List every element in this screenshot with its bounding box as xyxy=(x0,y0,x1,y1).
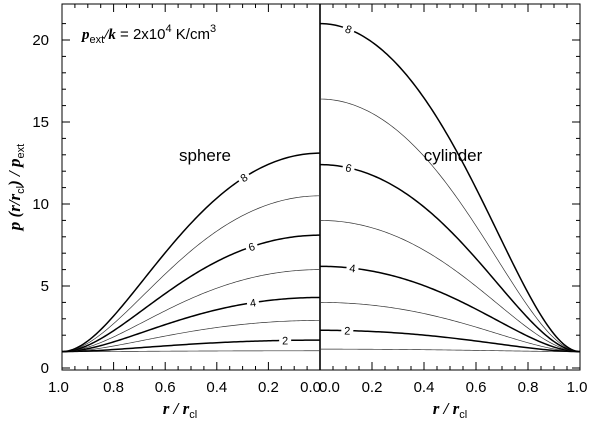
cylinder-curve-2 xyxy=(320,329,581,353)
cylinder-curve-label-bg-4 xyxy=(345,261,360,275)
cylinder-curve-3 xyxy=(320,302,581,352)
x-tick-label-sphere: 0.6 xyxy=(155,379,176,396)
sphere-curve-label-bg-6 xyxy=(243,239,260,255)
cylinder-curve-8 xyxy=(319,22,581,353)
annot-exp: 4 xyxy=(165,23,171,35)
sphere-curve-8 xyxy=(61,152,321,353)
plot-frame xyxy=(61,3,581,371)
cylinder-curve-7 xyxy=(319,98,581,352)
annot-p: p xyxy=(80,27,90,43)
sphere-curve-4 xyxy=(61,296,321,353)
x-tick-label-sphere: 0.2 xyxy=(258,379,279,396)
ylabel-sub-ext: ext xyxy=(15,144,27,159)
cylinder-curve-4 xyxy=(319,265,581,353)
y-tick-label: 20 xyxy=(32,32,49,49)
ylabel-mid: (r/r xyxy=(5,193,24,221)
cylinder-curve-1 xyxy=(320,348,580,352)
sphere-curve-7 xyxy=(61,195,321,352)
x-axis-title-sphere: r / rcl xyxy=(163,399,197,421)
cylinder-curve-label-bg-8 xyxy=(340,21,357,37)
cylinder-curve-label-bg-2 xyxy=(341,324,354,337)
x-tick-label-cylinder: 0.6 xyxy=(466,379,487,396)
cylinder-curve-label-6: 6 xyxy=(344,162,353,175)
cylinder-curve-6 xyxy=(319,163,581,353)
sphere-curve-label-bg-8 xyxy=(235,169,253,186)
xlabel-cylinder-r: r / r xyxy=(433,399,460,418)
x-axis-title-cylinder: r / rcl xyxy=(433,399,467,421)
xlabel-sphere-r: r / r xyxy=(163,399,190,418)
sphere-curve-6 xyxy=(61,234,321,353)
x-tick-label-cylinder: 1.0 xyxy=(567,379,588,396)
sphere-curve-5 xyxy=(61,269,321,352)
sphere-curve-label-4: 4 xyxy=(249,297,257,310)
x-tick-label-cylinder: 0.8 xyxy=(518,379,539,396)
annot-slash-k: /k xyxy=(103,27,116,43)
x-tick-label-cylinder: 0.4 xyxy=(414,379,435,396)
cylinder-curve-5 xyxy=(319,220,581,352)
cylinder-curve-label-2: 2 xyxy=(344,326,350,338)
annot-equals: = 2x10 xyxy=(116,26,166,43)
cylinder-curve-label-bg-6 xyxy=(341,160,356,176)
cylinder-curve-label-4: 4 xyxy=(349,263,357,276)
pressure-annotation: pext/k = 2x104 K/cm3 xyxy=(80,23,216,46)
ylabel-sub-cl: cl xyxy=(15,186,27,194)
annot-units: K/cm xyxy=(172,26,210,43)
y-tick-label: 10 xyxy=(32,196,49,213)
x-tick-label-cylinder: 0.2 xyxy=(362,379,383,396)
x-tick-label-sphere: 0.8 xyxy=(103,379,124,396)
sphere-curve-label-2: 2 xyxy=(282,335,288,347)
cylinder-curve-label-8: 8 xyxy=(343,23,353,36)
x-tick-label-sphere: 1.0 xyxy=(48,379,69,396)
xlabel-sphere-sub: cl xyxy=(189,409,197,421)
y-axis-title: p (r/rcl) / pext xyxy=(5,144,27,232)
y-tick-label: 0 xyxy=(41,360,49,377)
annot-sub-ext: ext xyxy=(90,34,105,46)
panel-label-sphere: sphere xyxy=(179,146,231,165)
sphere-curve-label-bg-2 xyxy=(279,334,292,347)
y-tick-label: 15 xyxy=(32,114,49,131)
xlabel-cylinder-sub: cl xyxy=(459,409,467,421)
annot-units-exp: 3 xyxy=(210,23,216,35)
sphere-curve-label-bg-4 xyxy=(246,295,260,310)
x-tick-label-cylinder: 0.0 xyxy=(319,379,340,396)
y-tick-label: 5 xyxy=(41,278,49,295)
ylabel-p: p xyxy=(5,222,24,233)
curve-labels: 2 4 6 8 2 4 6 8 xyxy=(235,21,360,347)
panel-label-cylinder: cylinder xyxy=(424,146,483,165)
sphere-curve-label-8: 8 xyxy=(239,172,251,185)
ylabel-close: ) / p xyxy=(5,158,24,187)
sphere-curve-3 xyxy=(61,320,320,352)
sphere-curve-1 xyxy=(62,350,320,352)
x-tick-label-sphere: 0.4 xyxy=(206,379,227,396)
curves xyxy=(61,22,581,353)
sphere-curve-label-6: 6 xyxy=(247,241,257,254)
sphere-curve-2 xyxy=(61,339,320,353)
x-tick-label-sphere: 0.0 xyxy=(300,379,321,396)
ticks: 0 5 10 15 20 1.0 0.8 0.6 0.4 0.2 0.00.0 0.2 0.4 0.6 0.… xyxy=(32,4,587,396)
